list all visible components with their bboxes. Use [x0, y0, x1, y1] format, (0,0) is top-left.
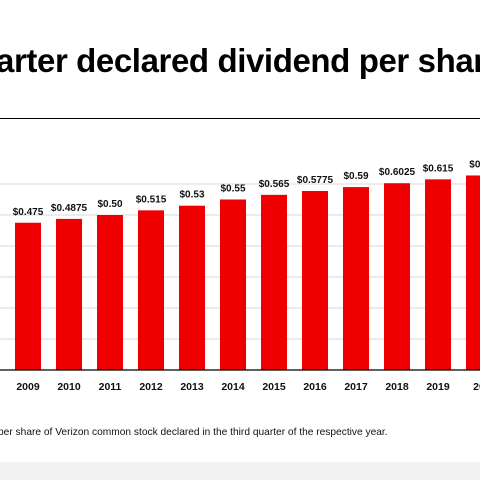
- data-label: $0.5775: [297, 175, 334, 186]
- data-label: $0.53: [179, 190, 204, 201]
- x-tick-label: 2012: [139, 381, 163, 393]
- x-tick-label: 2013: [180, 381, 204, 393]
- bar: [56, 218, 82, 370]
- data-label: $0.615: [423, 163, 454, 174]
- bar: [343, 187, 369, 370]
- data-label: $0.565: [259, 179, 290, 190]
- chart-top-rule: [0, 118, 480, 119]
- x-tick-label: 2011: [99, 381, 122, 393]
- x-tick-label: 20: [473, 381, 480, 393]
- data-label: $0.50: [97, 199, 122, 210]
- bar: [261, 194, 287, 370]
- data-label: $0.4875: [51, 203, 88, 214]
- chart-footnote: per share of Verizon common stock declar…: [0, 427, 388, 438]
- x-tick-label: 2017: [344, 381, 368, 393]
- bar: [425, 179, 451, 370]
- x-tick-label: 2014: [221, 381, 245, 393]
- data-label: $0.55: [220, 184, 245, 195]
- chart-card: arter declared dividend per share $0.475…: [0, 0, 480, 462]
- bar: [302, 190, 328, 370]
- bar: [384, 183, 410, 370]
- data-label: $0.6: [469, 159, 480, 170]
- x-tick-label: 2019: [426, 381, 450, 393]
- x-tick-label: 2009: [16, 381, 40, 393]
- data-label: $0.6025: [379, 167, 416, 178]
- x-tick-label: 2018: [385, 381, 409, 393]
- bar: [466, 175, 480, 370]
- bar: [97, 215, 123, 370]
- x-tick-label: 2016: [303, 381, 327, 393]
- data-label: $0.515: [136, 194, 167, 205]
- x-tick-label: 2010: [57, 381, 81, 393]
- x-tick-label: 2015: [262, 381, 286, 393]
- bar: [15, 222, 41, 370]
- chart-title: arter declared dividend per share: [0, 42, 480, 79]
- bar: [220, 199, 246, 370]
- data-label: $0.475: [13, 207, 44, 218]
- bar: [138, 210, 164, 370]
- data-label: $0.59: [343, 171, 368, 182]
- bar-chart: $0.475 2009 $0.4875 2010 $0.50 2011 $0.515 2012…: [0, 159, 480, 393]
- bar: [179, 205, 205, 370]
